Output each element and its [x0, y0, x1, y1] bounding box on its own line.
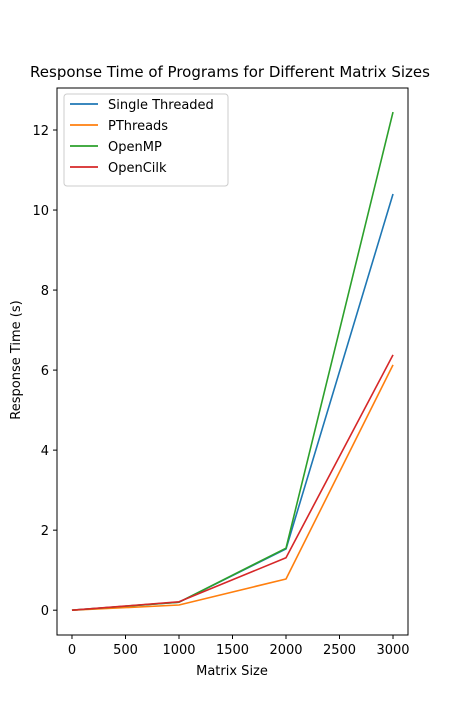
legend: Single Threaded PThreads OpenMP OpenCilk	[63, 93, 229, 187]
legend-label-opencilk: OpenCilk	[108, 161, 167, 176]
y-tick-label: 4	[41, 444, 49, 459]
x-tick-label: 0	[68, 643, 76, 658]
y-axis-label: Response Time (s)	[9, 300, 24, 419]
x-tick-label: 3000	[376, 643, 409, 658]
legend-label-openmp: OpenMP	[108, 140, 162, 155]
y-tick-label: 6	[41, 364, 49, 379]
chart-title: Response Time of Programs for Different …	[30, 63, 430, 81]
y-tick-label: 0	[41, 604, 49, 619]
x-tick-label: 500	[113, 643, 138, 658]
x-tick-label: 1500	[216, 643, 249, 658]
legend-label-pthreads: PThreads	[108, 119, 168, 134]
y-axis-ticks: 0 2 4 6 8 10 12	[32, 124, 57, 619]
y-tick-label: 12	[32, 124, 49, 139]
x-axis-ticks: 0 500 1000 1500 2000 2500 3000	[68, 635, 410, 658]
x-tick-label: 1000	[162, 643, 195, 658]
series-lines	[71, 111, 394, 611]
legend-box	[63, 93, 229, 187]
series-line-single-threaded	[71, 193, 394, 611]
y-tick-label: 2	[41, 524, 49, 539]
series-line-opencilk	[71, 354, 394, 611]
x-tick-label: 2000	[269, 643, 302, 658]
x-axis-label: Matrix Size	[196, 664, 268, 679]
axes-frame	[56, 87, 409, 636]
y-tick-label: 8	[41, 284, 49, 299]
legend-label-single-threaded: Single Threaded	[108, 98, 214, 113]
series-line-openmp	[71, 111, 394, 611]
x-tick-label: 2500	[323, 643, 356, 658]
y-tick-label: 10	[32, 204, 49, 219]
series-line-pthreads	[71, 364, 394, 611]
